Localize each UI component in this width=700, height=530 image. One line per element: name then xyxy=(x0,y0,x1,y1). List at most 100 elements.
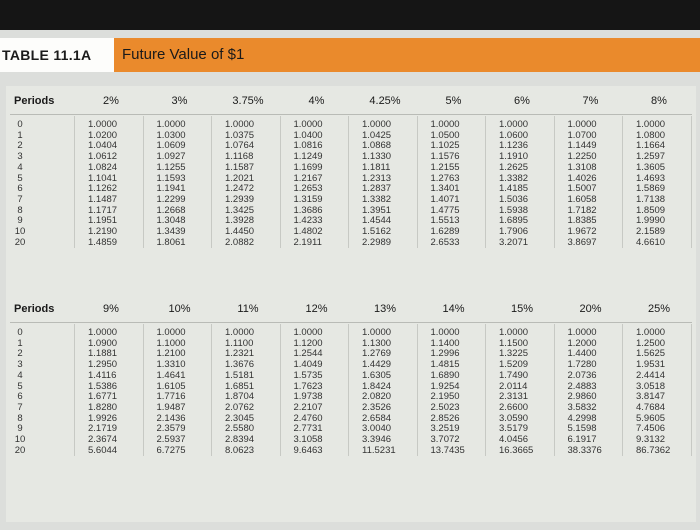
rate-header: 9% xyxy=(103,303,119,315)
value-cell: 1.4116 xyxy=(88,369,117,381)
column-divider xyxy=(74,116,75,249)
title-band: Future Value of $1 xyxy=(114,38,700,72)
value-cell: 1.4026 xyxy=(567,172,597,184)
value-cell: 2.0762 xyxy=(225,401,255,413)
value-cell: 1.0612 xyxy=(88,151,118,163)
column-divider xyxy=(416,324,418,457)
period-cell: 8 xyxy=(17,412,23,424)
table-title: Future Value of $1 xyxy=(122,46,245,63)
value-cell: 1.1330 xyxy=(362,151,392,163)
value-cell: 1.0000 xyxy=(636,327,666,338)
value-cell: 1.7280 xyxy=(567,359,597,371)
value-column: 1.0000 1.1100 1.2321 1.3676 1.5181 1.6851 1.87… xyxy=(225,327,279,456)
value-cell: 1.0000 xyxy=(156,119,186,130)
value-cell: 3.2071 xyxy=(499,236,529,248)
value-cell: 1.5181 xyxy=(225,369,255,381)
periods-column: 0 1 2 3 4 5 6 7 8 9 10 20 xyxy=(12,119,28,248)
value-cell: 1.7138 xyxy=(636,193,666,205)
value-cell: 4.6610 xyxy=(636,236,666,248)
value-cell: 1.1951 xyxy=(88,215,118,227)
value-cell: 1.1487 xyxy=(88,193,118,205)
value-cell: 1.2167 xyxy=(293,172,323,184)
future-value-table: Periods 2% 3% 3.75% 4% 4.25% 5% 6% 7% 8% 0 1 2 3 4 5 6 7 8… xyxy=(6,86,696,522)
value-cell: 3.0518 xyxy=(636,380,666,392)
value-cell: 1.2250 xyxy=(567,151,597,163)
value-column: 1.0000 1.0700 1.1449 1.2250 1.3108 1.4026 1.50… xyxy=(567,119,622,248)
value-cell: 1.0000 xyxy=(430,119,460,130)
value-cell: 1.4400 xyxy=(567,348,597,360)
rate-header: 14% xyxy=(442,303,465,315)
period-cell: 10 xyxy=(14,226,26,238)
value-cell: 1.9990 xyxy=(636,215,666,227)
column-divider xyxy=(553,324,555,457)
value-cell: 1.1664 xyxy=(636,140,666,152)
value-cell: 1.1717 xyxy=(88,204,118,216)
period-cell: 2 xyxy=(17,348,23,360)
periods-header: Periods xyxy=(14,95,55,107)
period-cell: 0 xyxy=(17,327,23,338)
period-cell: 7 xyxy=(17,193,23,205)
table-section: Periods 2% 3% 3.75% 4% 4.25% 5% 6% 7% 8% 0 1 2 3 4 5 6 7 8… xyxy=(6,86,696,286)
rate-header: 13% xyxy=(373,303,397,315)
value-cell: 1.5938 xyxy=(499,204,529,216)
period-cell: 9 xyxy=(17,423,23,435)
value-cell: 1.0824 xyxy=(88,161,118,173)
value-cell: 1.6289 xyxy=(430,226,460,238)
value-cell: 2.3131 xyxy=(499,391,529,403)
rate-header: 10% xyxy=(168,303,191,315)
value-cell: 38.3376 xyxy=(567,444,602,456)
value-cell: 1.1593 xyxy=(156,172,186,184)
value-cell: 1.2313 xyxy=(362,172,392,184)
rate-header: 25% xyxy=(647,303,671,315)
value-cell: 1.0000 xyxy=(430,327,460,338)
value-cell: 1.6895 xyxy=(499,215,529,227)
column-divider xyxy=(279,116,281,249)
value-cell: 2.0882 xyxy=(225,236,255,248)
value-cell: 1.0000 xyxy=(88,327,118,338)
value-cell: 2.4883 xyxy=(567,380,597,392)
value-cell: 1.0375 xyxy=(225,129,255,141)
value-cell: 3.0590 xyxy=(499,412,529,424)
value-cell: 4.0456 xyxy=(499,434,529,446)
header-rule xyxy=(10,322,692,323)
value-cell: 1.4815 xyxy=(430,359,460,371)
column-divider xyxy=(690,116,692,249)
value-cell: 2.5580 xyxy=(225,423,255,435)
period-cell: 5 xyxy=(17,172,23,184)
value-column: 1.0000 1.1200 1.2544 1.4049 1.5735 1.7623 1.97… xyxy=(293,327,348,456)
value-cell: 1.1041 xyxy=(88,172,118,184)
value-column: 1.0000 1.1500 1.3225 1.5209 1.7490 2.0114 2.31… xyxy=(499,327,553,456)
value-cell: 1.5625 xyxy=(636,348,666,360)
value-cell: 2.1436 xyxy=(156,412,186,424)
value-cell: 1.1100 xyxy=(225,337,254,349)
value-cell: 3.1058 xyxy=(293,434,323,446)
value-cell: 1.0816 xyxy=(293,140,323,152)
value-cell: 1.1699 xyxy=(293,161,323,173)
value-cell: 2.5023 xyxy=(430,401,460,413)
value-cell: 1.2500 xyxy=(636,337,666,349)
value-cell: 1.3225 xyxy=(499,348,529,360)
value-cell: 5.1598 xyxy=(567,423,597,435)
rate-header: 5% xyxy=(445,95,462,107)
rate-header: 4% xyxy=(308,95,325,107)
value-cell: 1.4859 xyxy=(88,236,118,248)
value-cell: 1.4450 xyxy=(225,226,255,238)
periods-header: Periods xyxy=(14,303,55,315)
value-cell: 2.6584 xyxy=(362,412,392,424)
value-cell: 4.2998 xyxy=(567,412,597,424)
value-cell: 1.6105 xyxy=(156,380,186,392)
value-cell: 1.3439 xyxy=(156,226,186,238)
value-column: 1.0000 1.0300 1.0609 1.0927 1.1255 1.1593 1.19… xyxy=(156,119,211,248)
value-cell: 1.0000 xyxy=(88,119,118,130)
value-cell: 1.0000 xyxy=(499,327,529,338)
value-cell: 1.1910 xyxy=(499,151,529,163)
rate-header: 12% xyxy=(305,303,328,315)
value-cell: 1.0000 xyxy=(225,119,255,130)
value-cell: 2.4760 xyxy=(293,412,323,424)
value-cell: 2.2989 xyxy=(362,236,392,248)
period-cell: 5 xyxy=(17,380,23,392)
value-cell: 1.5386 xyxy=(88,380,118,392)
top-dark-edge xyxy=(0,0,700,30)
value-cell: 1.2837 xyxy=(362,183,392,195)
period-cell: 3 xyxy=(17,151,23,163)
